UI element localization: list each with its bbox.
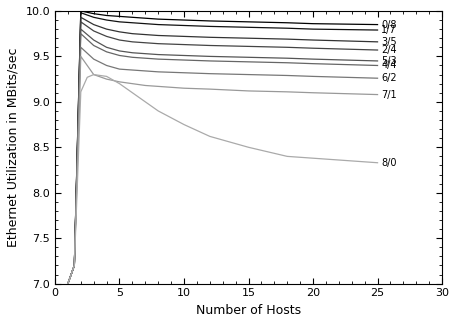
Text: 5/3: 5/3 — [380, 56, 396, 66]
Text: 4/4: 4/4 — [380, 61, 396, 71]
Text: 0/8: 0/8 — [380, 19, 396, 29]
Text: 7/1: 7/1 — [380, 89, 396, 99]
Text: 1/7: 1/7 — [380, 25, 396, 35]
Text: 6/2: 6/2 — [380, 73, 396, 83]
Y-axis label: Ethernet Utilization in MBits/sec: Ethernet Utilization in MBits/sec — [7, 48, 20, 247]
Text: 8/0: 8/0 — [380, 158, 396, 168]
X-axis label: Number of Hosts: Number of Hosts — [196, 304, 300, 317]
Text: 2/4: 2/4 — [380, 45, 396, 55]
Text: 3/5: 3/5 — [380, 37, 396, 47]
